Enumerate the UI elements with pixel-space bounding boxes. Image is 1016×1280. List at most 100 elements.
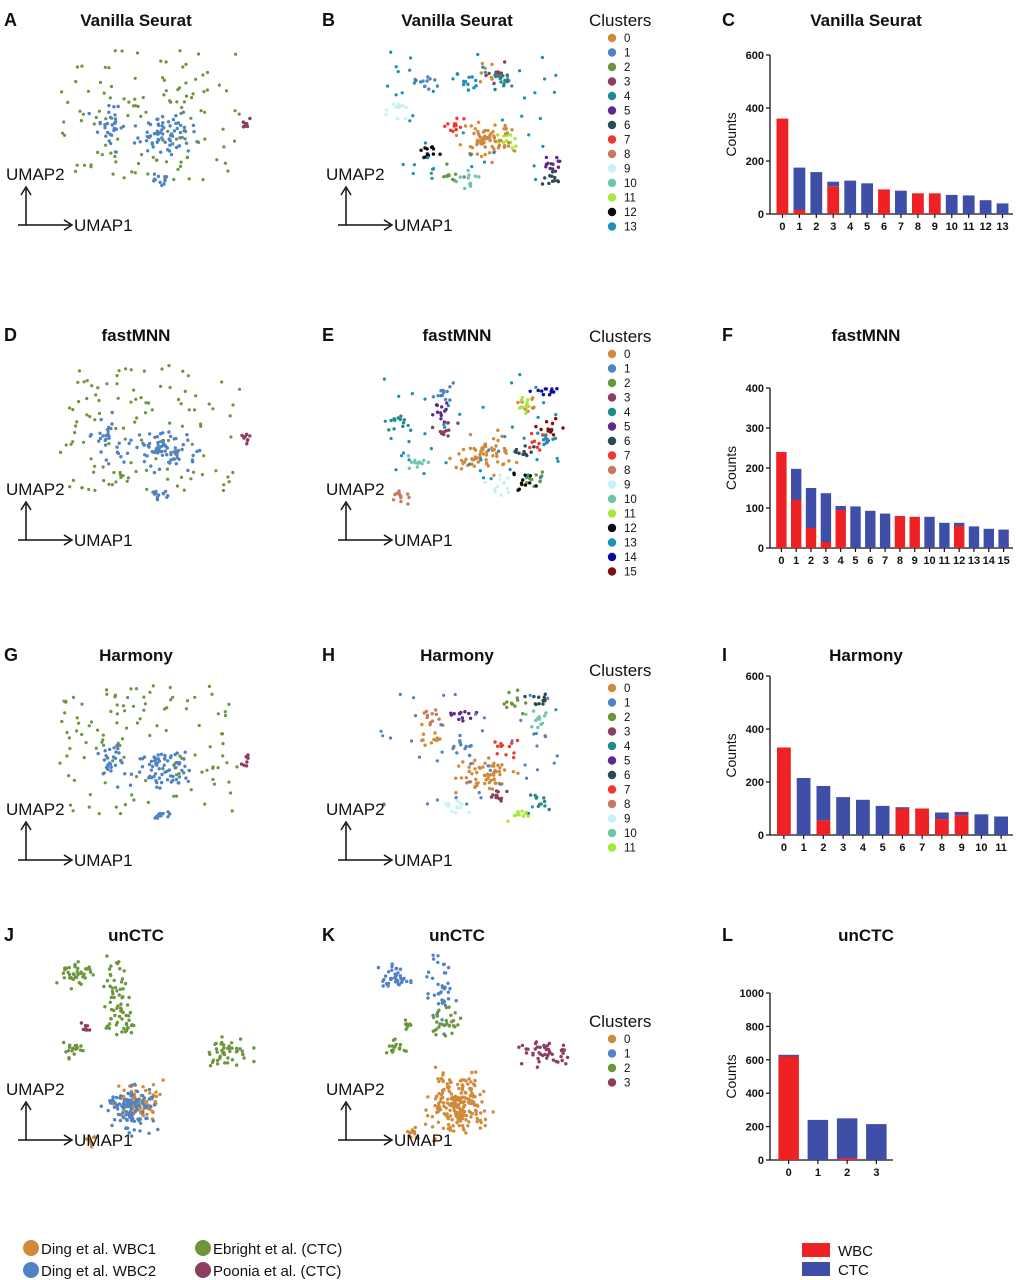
umap-point	[72, 1052, 76, 1056]
umap-point	[115, 1104, 120, 1108]
umap-point	[240, 1049, 244, 1053]
umap-point	[104, 1026, 108, 1030]
umap-point	[432, 167, 436, 171]
bar-segment-ctc	[945, 194, 958, 214]
cluster-label: 4	[624, 741, 631, 753]
umap-point	[409, 1135, 413, 1139]
x-tick-label: 1	[793, 555, 799, 567]
umap-point	[105, 382, 109, 386]
umap-point	[451, 77, 455, 81]
umap-point	[431, 89, 435, 93]
umap-point	[464, 1091, 468, 1095]
bar-segment-ctc	[844, 180, 857, 214]
umap-point	[182, 125, 187, 130]
panel-letter-j: J	[4, 925, 14, 945]
umap-point	[446, 122, 450, 126]
x-tick-label: 3	[830, 221, 836, 233]
umap-point	[89, 165, 93, 169]
umap-point	[150, 449, 154, 454]
umap-point	[495, 484, 500, 489]
umap-point	[73, 964, 77, 968]
umap-point	[489, 131, 493, 136]
umap-point	[398, 692, 402, 697]
y-tick-label: 800	[746, 1021, 764, 1033]
umap-point	[484, 461, 489, 465]
umap-point	[534, 177, 538, 182]
bar-segment-ctc	[810, 172, 823, 214]
umap-point	[561, 1043, 566, 1048]
umap-point	[426, 75, 430, 79]
umap-point	[507, 690, 511, 695]
bar-segment-ctc	[895, 190, 907, 214]
umap-point	[127, 100, 131, 104]
umap-point	[487, 786, 492, 791]
cluster-label: 10	[624, 494, 637, 506]
umap-point	[148, 733, 152, 738]
cluster-swatch	[607, 77, 617, 86]
umap-point	[449, 1013, 453, 1017]
umap-point	[117, 960, 121, 964]
umap-point	[246, 753, 250, 757]
umap-point	[113, 49, 117, 53]
umap-point	[114, 160, 118, 164]
umap-point	[493, 87, 497, 92]
umap-point	[58, 761, 62, 765]
umap-point	[136, 136, 140, 140]
umap-point	[163, 489, 168, 494]
umap-point	[514, 144, 518, 148]
umap-point	[483, 1117, 488, 1122]
umap-point	[207, 402, 211, 406]
umap-point	[413, 461, 417, 465]
umap-point	[113, 1101, 117, 1105]
umap-point	[398, 967, 403, 971]
umap-point	[406, 454, 411, 458]
umap-point	[448, 385, 452, 389]
umap-point	[127, 1131, 131, 1135]
umap-point	[67, 976, 72, 980]
umap-point	[454, 791, 458, 795]
umap-point	[478, 1118, 482, 1123]
umap-point	[220, 1035, 224, 1039]
umap-point	[157, 767, 161, 771]
umap-point	[549, 162, 553, 166]
umap-point	[400, 978, 404, 982]
umap-point	[241, 120, 246, 125]
umap-point	[442, 1023, 446, 1027]
umap-point	[140, 757, 145, 761]
umap-point	[441, 1095, 445, 1100]
umap-point	[82, 380, 86, 384]
umap-point	[540, 389, 544, 393]
umap-point	[230, 809, 234, 813]
umap-point	[210, 1060, 215, 1065]
umap-point	[205, 768, 209, 772]
umap-point	[226, 1056, 230, 1060]
umap-point	[179, 402, 183, 406]
umap-point	[529, 431, 534, 436]
umap-point	[552, 761, 556, 765]
umap-point	[152, 470, 157, 475]
umap-point	[499, 80, 503, 84]
umap-point	[71, 478, 75, 482]
umap-point	[440, 405, 444, 409]
umap-point	[72, 778, 76, 783]
umap-point	[162, 78, 166, 82]
umap-point	[208, 1064, 213, 1068]
umap2-label: UMAP2	[6, 1080, 65, 1099]
umap-point	[242, 1056, 246, 1060]
cluster-label: 1	[624, 698, 630, 710]
umap-point	[440, 985, 445, 990]
umap-point	[73, 975, 78, 979]
umap-point	[183, 764, 187, 768]
type-swatch	[802, 1243, 830, 1257]
umap-point	[487, 151, 492, 155]
umap-point	[67, 972, 72, 977]
umap-point	[163, 756, 167, 760]
umap-point	[395, 491, 399, 496]
umap-point	[76, 380, 80, 384]
umap-point	[496, 428, 500, 432]
umap-point	[186, 779, 190, 784]
umap-point	[180, 105, 184, 110]
umap-point	[431, 957, 436, 961]
umap-point	[222, 145, 226, 149]
umap-point	[435, 759, 439, 763]
